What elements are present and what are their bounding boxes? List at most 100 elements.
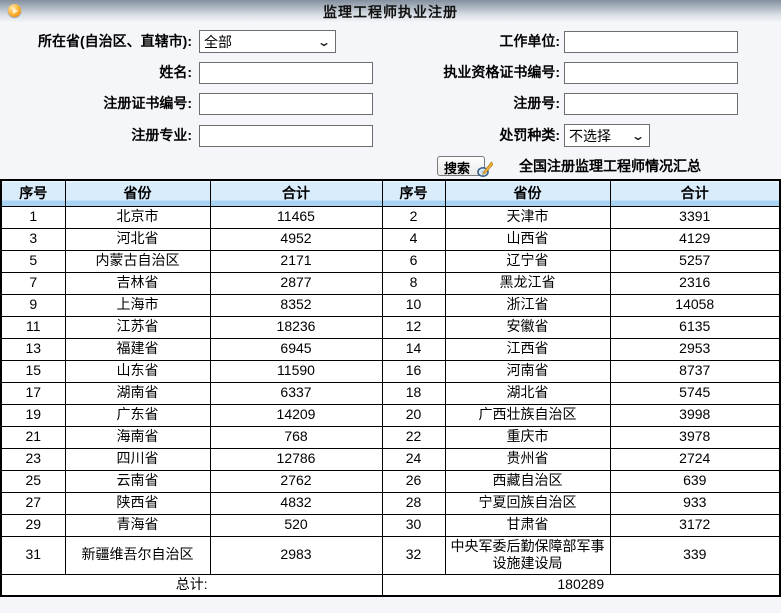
province-name: 云南省 [64, 469, 211, 493]
search-button[interactable]: 搜索 [437, 156, 494, 177]
province-total: 8352 [209, 293, 383, 317]
province-name: 吉林省 [64, 271, 211, 295]
row-no: 11 [0, 315, 66, 339]
province-total: 2171 [209, 249, 383, 273]
province-total: 6945 [209, 337, 383, 361]
province-select[interactable]: 全部 ⌄ [199, 30, 336, 53]
qualification-cert-input[interactable] [564, 62, 738, 84]
row-no: 21 [0, 425, 66, 449]
table-row: 13 福建省 6945 14 江西省 2953 [0, 337, 781, 361]
header-total-right: 合计 [609, 179, 781, 207]
table-row: 1 北京市 11465 2 天津市 3391 [0, 205, 781, 229]
table-row: 19 广东省 14209 20 广西壮族自治区 3998 [0, 403, 781, 427]
national-summary-link[interactable]: 全国注册监理工程师情况汇总 [519, 158, 702, 174]
major-input[interactable] [199, 124, 373, 147]
province-total: 639 [609, 469, 781, 493]
row-no: 32 [381, 535, 446, 575]
row-no: 22 [381, 425, 446, 449]
row-no: 1 [0, 205, 66, 229]
penalty-label: 处罚种类: [499, 126, 560, 143]
row-no: 2 [381, 205, 446, 229]
window-titlebar: 监理工程师执业注册 [0, 0, 781, 23]
registration-no-label: 注册号: [513, 95, 560, 112]
province-name: 海南省 [64, 425, 211, 449]
row-no: 7 [0, 271, 66, 295]
form-row-4: 注册专业: 处罚种类: 不选择 ⌄ [0, 124, 781, 147]
province-total: 768 [209, 425, 383, 449]
row-no: 20 [381, 403, 446, 427]
province-name: 青海省 [64, 513, 211, 537]
row-no: 9 [0, 293, 66, 317]
total-value: 180289 [381, 573, 781, 597]
province-name: 江苏省 [64, 315, 211, 339]
form-row-2: 姓名: 执业资格证书编号: [0, 62, 781, 84]
row-no: 26 [381, 469, 446, 493]
total-row: 总计: 180289 [0, 573, 781, 597]
table-row: 31 新疆维吾尔自治区 2983 32 中央军委后勤保障部军事设施建设局 339 [0, 535, 781, 575]
row-no: 3 [0, 227, 66, 251]
header-no-left: 序号 [0, 179, 66, 207]
registration-no-input[interactable] [564, 93, 738, 115]
province-name: 山东省 [64, 359, 211, 383]
row-no: 8 [381, 271, 446, 295]
province-total: 11590 [209, 359, 383, 383]
province-total: 14058 [609, 293, 781, 317]
province-select-value: 全部 [204, 33, 232, 50]
province-total: 3998 [609, 403, 781, 427]
row-no: 27 [0, 491, 66, 515]
chevron-down-icon: ⌄ [630, 128, 646, 143]
name-input[interactable] [199, 62, 373, 84]
row-no: 10 [381, 293, 446, 317]
province-name: 湖南省 [64, 381, 211, 405]
province-total: 11465 [209, 205, 383, 229]
province-name: 贵州省 [444, 447, 611, 471]
province-name: 新疆维吾尔自治区 [64, 535, 211, 575]
province-total: 8737 [609, 359, 781, 383]
row-no: 30 [381, 513, 446, 537]
table-row: 23 四川省 12786 24 贵州省 2724 [0, 447, 781, 471]
province-name: 河北省 [64, 227, 211, 251]
qualification-cert-label: 执业资格证书编号: [443, 64, 560, 81]
province-name: 湖北省 [444, 381, 611, 405]
orange-sphere-icon [8, 4, 21, 17]
province-name: 河南省 [444, 359, 611, 383]
province-name: 宁夏回族自治区 [444, 491, 611, 515]
province-name: 福建省 [64, 337, 211, 361]
province-name: 安徽省 [444, 315, 611, 339]
name-label: 姓名: [159, 64, 192, 81]
work-unit-label: 工作单位: [499, 32, 560, 49]
magnifier-pencil-icon [477, 161, 494, 177]
header-province-left: 省份 [64, 179, 211, 207]
province-total: 12786 [209, 447, 383, 471]
penalty-select-value: 不选择 [569, 127, 611, 144]
province-name: 江西省 [444, 337, 611, 361]
province-total: 3172 [609, 513, 781, 537]
work-unit-input[interactable] [564, 30, 738, 53]
row-no: 28 [381, 491, 446, 515]
table-row: 7 吉林省 2877 8 黑龙江省 2316 [0, 271, 781, 295]
province-total: 4952 [209, 227, 383, 251]
province-total: 3978 [609, 425, 781, 449]
search-form: 所在省(自治区、直辖市): 全部 ⌄ 工作单位: 姓名: 执业资格证书编号: 注… [0, 23, 781, 177]
province-name: 广西壮族自治区 [444, 403, 611, 427]
summary-table-footer: 总计: 180289 [0, 573, 781, 597]
penalty-select[interactable]: 不选择 ⌄ [564, 124, 650, 147]
province-name: 黑龙江省 [444, 271, 611, 295]
province-total: 2724 [609, 447, 781, 471]
province-total: 6135 [609, 315, 781, 339]
province-total: 3391 [609, 205, 781, 229]
form-action-row: 搜索 全国注册监理工程师情况汇总 [0, 156, 781, 177]
major-label: 注册专业: [131, 126, 192, 143]
province-total: 2983 [209, 535, 383, 575]
province-total: 933 [609, 491, 781, 515]
registration-cert-label: 注册证书编号: [103, 95, 192, 112]
province-name: 四川省 [64, 447, 211, 471]
table-row: 25 云南省 2762 26 西藏自治区 639 [0, 469, 781, 493]
registration-cert-input[interactable] [199, 93, 373, 115]
total-label: 总计: [0, 573, 383, 597]
form-row-3: 注册证书编号: 注册号: [0, 93, 781, 115]
province-label: 所在省(自治区、直辖市): [38, 32, 192, 49]
province-total: 2953 [609, 337, 781, 361]
province-total: 4129 [609, 227, 781, 251]
province-total: 5745 [609, 381, 781, 405]
